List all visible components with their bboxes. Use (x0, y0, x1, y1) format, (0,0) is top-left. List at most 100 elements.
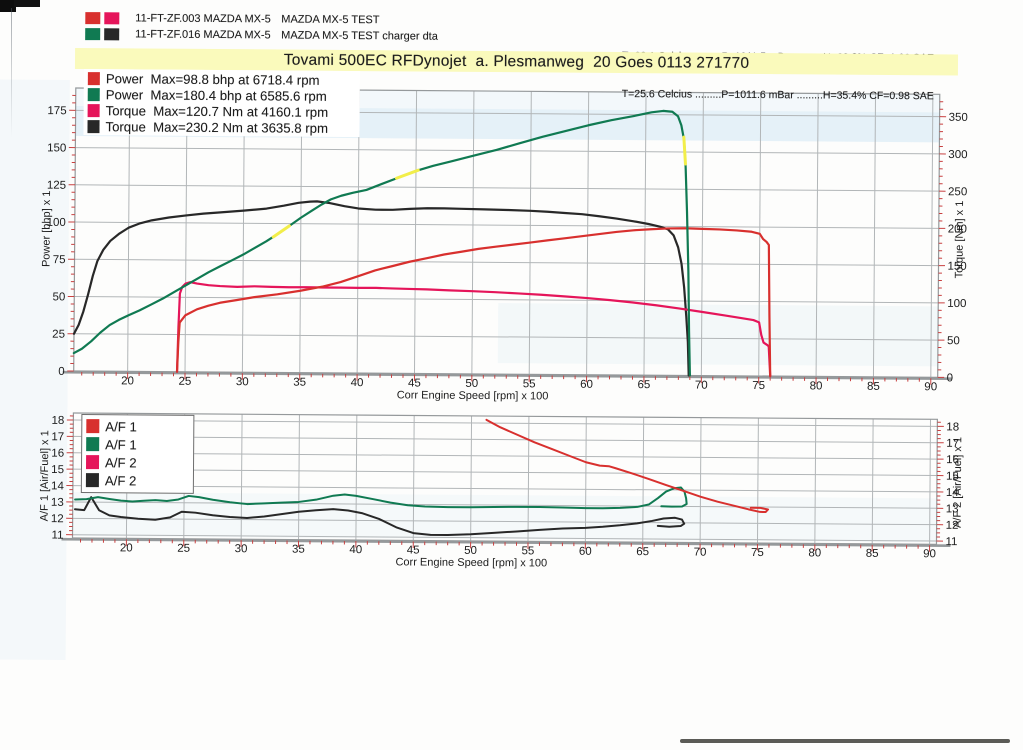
svg-text:250: 250 (948, 186, 967, 198)
svg-text:40: 40 (351, 377, 364, 389)
svg-text:18: 18 (52, 415, 65, 427)
svg-text:Corr Engine Speed [rpm] x 100: Corr Engine Speed [rpm] x 100 (395, 556, 547, 569)
svg-text:35: 35 (293, 377, 306, 389)
svg-text:150: 150 (47, 142, 66, 154)
svg-text:12: 12 (51, 513, 64, 525)
legend-swatch (88, 104, 100, 117)
svg-text:75: 75 (53, 254, 66, 266)
svg-text:16: 16 (51, 448, 64, 460)
svg-text:0: 0 (58, 366, 64, 378)
svg-text:A/F 1 [Air/Fuel] x 1: A/F 1 [Air/Fuel] x 1 (39, 430, 52, 521)
shift-marker-3 (684, 137, 686, 164)
svg-text:80: 80 (810, 380, 823, 392)
svg-text:11: 11 (52, 530, 64, 542)
svg-text:13: 13 (51, 497, 64, 509)
svg-text:Torque [Nm] x 1: Torque [Nm] x 1 (953, 201, 966, 279)
legend-row: A/F 2 (82, 471, 193, 490)
svg-text:45: 45 (408, 377, 421, 389)
legend-row: Power Max=98.8 bhp at 6718.4 rpm (84, 70, 360, 88)
run2-color-swatch-a (85, 28, 100, 40)
legend-swatch (87, 120, 99, 133)
legend-label: A/F 2 (105, 455, 137, 470)
af-chart-legend: A/F 1 A/F 1 A/F 2 A/F 2 (81, 414, 195, 494)
svg-text:100: 100 (947, 298, 966, 310)
svg-text:125: 125 (47, 180, 66, 192)
svg-text:80: 80 (808, 547, 821, 559)
svg-text:40: 40 (349, 544, 362, 556)
run1-color-swatch-a (85, 12, 100, 24)
gridlines (72, 413, 937, 544)
weather-line-2: T=25.6 Celcius .........P=1011.6 mBar ..… (622, 88, 934, 103)
svg-text:30: 30 (236, 376, 249, 388)
legend-swatch (86, 455, 99, 469)
weather-correction-info: T=28.1 Celcius .........P=1011.5 mBar ..… (622, 25, 935, 127)
svg-text:50: 50 (947, 335, 960, 347)
svg-text:45: 45 (407, 544, 420, 556)
shift-marker-1 (273, 226, 289, 237)
svg-text:A/F 2 [Air/Fuel] x 1: A/F 2 [Air/Fuel] x 1 (952, 437, 965, 528)
legend-row: A/F 1 (82, 435, 193, 454)
svg-text:35: 35 (292, 544, 305, 556)
legend-label: Power Max=180.4 bhp at 6585.6 rpm (106, 87, 327, 104)
svg-text:65: 65 (636, 546, 649, 558)
svg-text:300: 300 (948, 149, 967, 161)
svg-text:25: 25 (52, 329, 65, 341)
page-title: Tovami 500EC RFDynojet a. Plesmanweg 20 … (284, 51, 750, 72)
svg-text:11: 11 (945, 536, 957, 548)
power-run-003-red (177, 225, 771, 377)
svg-text:90: 90 (924, 381, 937, 393)
legend-row: Torque Max=230.2 Nm at 3635.8 rpm (83, 118, 359, 136)
svg-text:15: 15 (51, 464, 64, 476)
svg-text:Corr Engine Speed [rpm] x 100: Corr Engine Speed [rpm] x 100 (397, 389, 549, 402)
svg-text:18: 18 (946, 421, 959, 433)
svg-text:25: 25 (179, 376, 192, 388)
legend-swatch (86, 437, 99, 451)
legend-swatch (88, 72, 100, 85)
svg-text:0: 0 (947, 372, 953, 384)
svg-text:65: 65 (637, 379, 650, 391)
legend-label: Torque Max=230.2 Nm at 3635.8 rpm (105, 119, 328, 136)
legend-row: Torque Max=120.7 Nm at 4160.1 rpm (84, 102, 360, 120)
svg-text:85: 85 (866, 548, 879, 560)
svg-text:55: 55 (523, 378, 536, 390)
legend-row: A/F 2 (82, 453, 193, 472)
legend-swatch (86, 473, 99, 487)
legend-swatch (88, 88, 100, 101)
run2-color-swatch-b (104, 28, 119, 40)
svg-text:50: 50 (464, 545, 477, 557)
svg-text:30: 30 (235, 543, 248, 555)
svg-text:17: 17 (51, 431, 64, 443)
legend-label: A/F 1 (105, 419, 137, 434)
axis-ticks (67, 95, 946, 384)
legend-row: Power Max=180.4 bhp at 6585.6 rpm (84, 86, 360, 104)
svg-text:75: 75 (751, 547, 764, 559)
svg-text:60: 60 (580, 379, 593, 391)
svg-text:60: 60 (579, 546, 592, 558)
svg-text:350: 350 (949, 112, 968, 124)
svg-text:20: 20 (121, 375, 134, 387)
legend-swatch (86, 419, 99, 433)
run1-color-swatch-b (104, 12, 119, 24)
svg-text:50: 50 (465, 378, 478, 390)
legend-label: Power Max=98.8 bhp at 6718.4 rpm (106, 71, 320, 88)
svg-text:14: 14 (51, 480, 64, 492)
legend-label: A/F 1 (105, 437, 137, 452)
shift-marker-2 (396, 170, 418, 178)
svg-text:175: 175 (47, 105, 66, 117)
main-chart-legend: Power Max=98.8 bhp at 6718.4 rpm Power M… (83, 69, 359, 137)
svg-text:Power [bhp] x 1: Power [bhp] x 1 (40, 191, 53, 268)
svg-text:75: 75 (752, 380, 765, 392)
svg-text:70: 70 (694, 547, 707, 559)
svg-text:55: 55 (521, 545, 534, 557)
svg-text:20: 20 (120, 542, 133, 554)
power-run-016-green (74, 107, 692, 376)
svg-text:50: 50 (52, 291, 65, 303)
legend-label: Torque Max=120.7 Nm at 4160.1 rpm (106, 103, 329, 120)
svg-text:85: 85 (867, 381, 880, 393)
